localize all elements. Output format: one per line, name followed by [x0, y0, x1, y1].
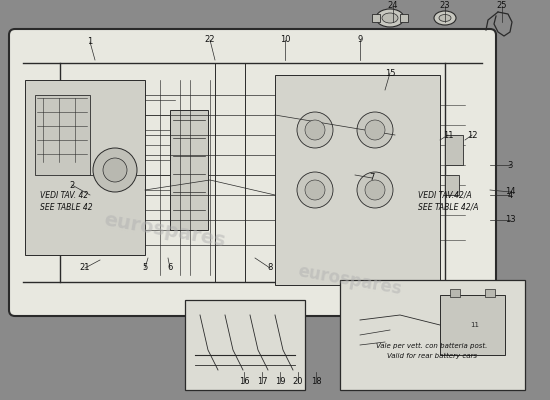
Text: Vale per vett. con batteria post.: Vale per vett. con batteria post.	[376, 343, 488, 349]
Text: 25: 25	[497, 2, 507, 10]
Bar	[372, 14, 380, 22]
Text: eurospares: eurospares	[296, 262, 403, 298]
Text: SEE TABLE 42/A: SEE TABLE 42/A	[418, 202, 478, 212]
Ellipse shape	[434, 11, 456, 25]
Circle shape	[305, 180, 325, 200]
Circle shape	[365, 180, 385, 200]
Text: 9: 9	[358, 36, 362, 44]
Text: 5: 5	[142, 264, 147, 272]
Ellipse shape	[376, 9, 404, 27]
Bar	[445, 135, 463, 165]
Ellipse shape	[439, 14, 451, 22]
Text: 11: 11	[470, 322, 480, 328]
Text: SEE TABLE 42: SEE TABLE 42	[40, 202, 92, 212]
Text: 6: 6	[167, 264, 173, 272]
Text: 15: 15	[385, 68, 395, 78]
Text: 16: 16	[239, 378, 249, 386]
Text: 14: 14	[505, 188, 515, 196]
Circle shape	[357, 172, 393, 208]
Text: 21: 21	[80, 264, 90, 272]
Text: 19: 19	[275, 378, 285, 386]
Text: 1: 1	[87, 38, 92, 46]
Text: 11: 11	[443, 130, 453, 140]
Text: 10: 10	[280, 36, 290, 44]
Text: 23: 23	[439, 2, 450, 10]
Text: 7: 7	[369, 174, 375, 182]
Bar	[25, 80, 145, 255]
Circle shape	[365, 120, 385, 140]
Text: 2: 2	[69, 180, 75, 190]
Text: 24: 24	[388, 2, 398, 10]
Bar	[170, 110, 208, 230]
Bar	[450, 289, 460, 297]
Circle shape	[305, 120, 325, 140]
Bar	[440, 295, 505, 355]
Text: 13: 13	[505, 216, 515, 224]
Text: 4: 4	[507, 190, 513, 200]
Circle shape	[357, 112, 393, 148]
Circle shape	[297, 172, 333, 208]
Bar	[275, 75, 440, 285]
Circle shape	[297, 112, 333, 148]
Circle shape	[103, 158, 127, 182]
Bar	[340, 280, 525, 390]
Bar	[445, 175, 459, 195]
Text: 17: 17	[257, 378, 267, 386]
Circle shape	[93, 148, 137, 192]
Text: 8: 8	[267, 264, 273, 272]
Text: 22: 22	[205, 36, 215, 44]
Text: 3: 3	[507, 160, 513, 170]
Text: eurospares: eurospares	[103, 210, 227, 250]
Ellipse shape	[382, 13, 398, 23]
FancyBboxPatch shape	[9, 29, 496, 316]
Bar	[485, 289, 495, 297]
Text: Valid for rear battery cars: Valid for rear battery cars	[387, 353, 477, 359]
Bar	[400, 14, 408, 22]
Text: 18: 18	[311, 378, 321, 386]
Bar	[185, 300, 305, 390]
Text: VEDI TAV.42/A: VEDI TAV.42/A	[418, 190, 472, 200]
Text: VEDI TAV. 42: VEDI TAV. 42	[40, 190, 88, 200]
Bar	[35, 95, 90, 175]
Text: 20: 20	[293, 378, 303, 386]
Text: 12: 12	[467, 130, 477, 140]
